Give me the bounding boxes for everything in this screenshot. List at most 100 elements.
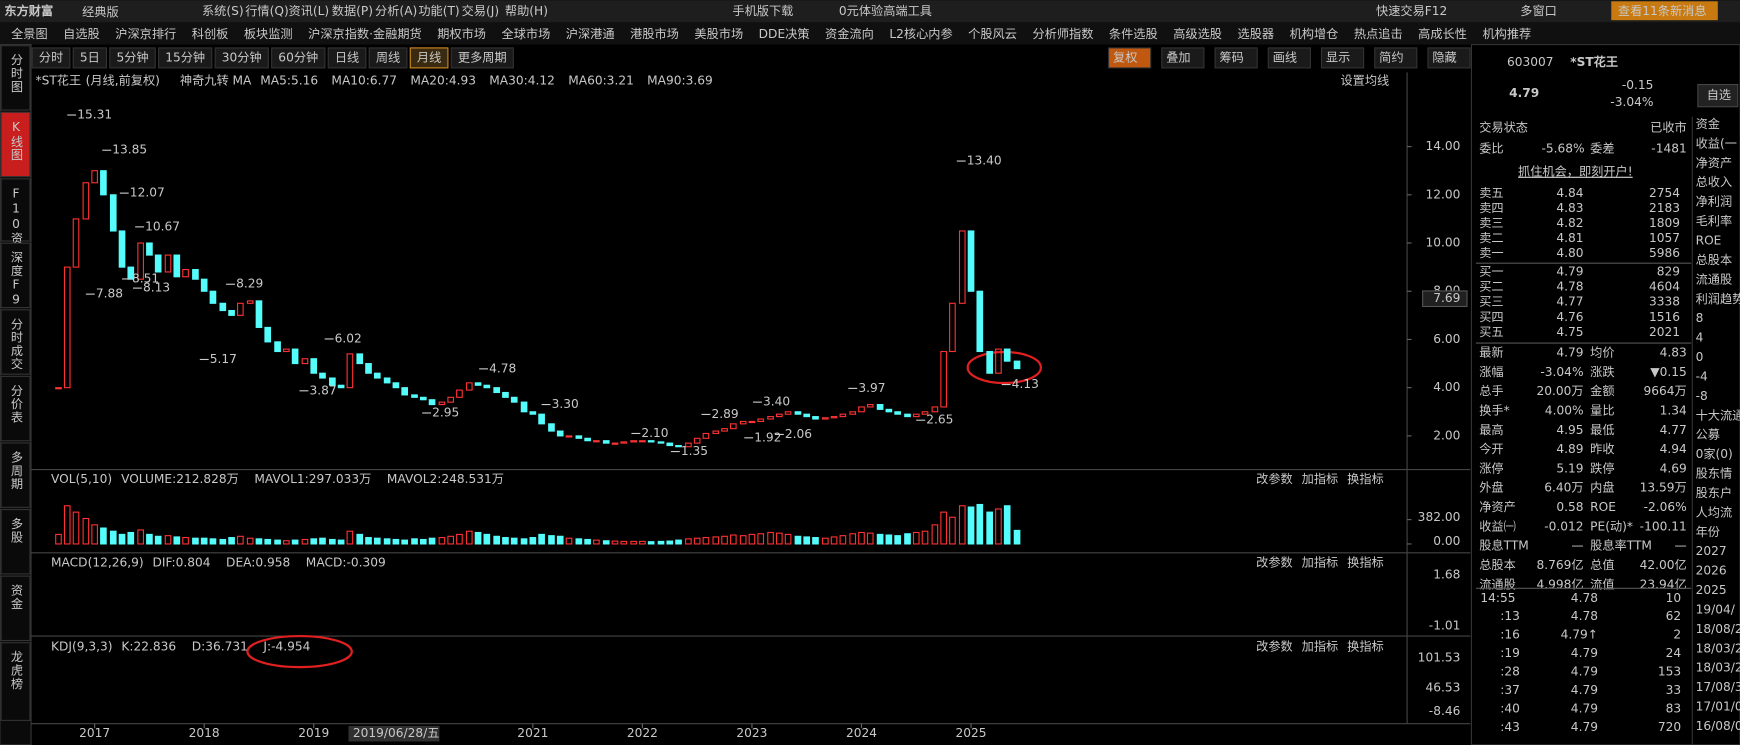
- side-tab[interactable]: [0, 242, 31, 309]
- tool-button[interactable]: [1427, 47, 1471, 69]
- period-button[interactable]: [158, 47, 213, 69]
- nav-item[interactable]: 沪深京排行: [115, 27, 176, 41]
- tool-button[interactable]: [1161, 47, 1205, 69]
- nav-item[interactable]: 自选股: [63, 27, 100, 41]
- nav-item[interactable]: 热点追击: [1354, 26, 1403, 41]
- mobile-download[interactable]: 手机版下载: [732, 4, 793, 18]
- period-button[interactable]: [368, 47, 408, 69]
- period-label[interactable]: 60分钟: [278, 49, 318, 64]
- tool-label[interactable]: 叠加: [1166, 50, 1190, 64]
- tool-label[interactable]: 筹码: [1219, 50, 1243, 64]
- nav-item[interactable]: L2核心内参: [889, 26, 952, 41]
- tool-button[interactable]: [1214, 47, 1258, 69]
- pane-button[interactable]: 加指标: [1302, 639, 1339, 654]
- nav-item[interactable]: 个股风云: [968, 27, 1017, 41]
- add-fav[interactable]: 自选: [1707, 88, 1731, 102]
- menu-item[interactable]: 功能(T): [418, 4, 459, 18]
- side-tab-label[interactable]: K线图: [9, 120, 23, 162]
- menu-item[interactable]: 帮助(H): [505, 4, 548, 18]
- tool-button[interactable]: [1108, 47, 1152, 69]
- news-button[interactable]: [1611, 1, 1718, 21]
- menu-item[interactable]: 交易(J): [462, 3, 499, 18]
- nav-item[interactable]: 分析师指数: [1032, 26, 1093, 41]
- menu-item[interactable]: 行情(Q): [245, 4, 288, 18]
- period-label[interactable]: 周线: [376, 50, 400, 64]
- side-tab-label[interactable]: 多股: [9, 517, 23, 544]
- side-tab[interactable]: [0, 111, 31, 178]
- menu-item[interactable]: 分析(A): [375, 4, 417, 18]
- side-tab[interactable]: [0, 575, 31, 642]
- nav-item[interactable]: 沪深港通: [566, 27, 615, 41]
- side-tab[interactable]: [0, 642, 31, 721]
- nav-item[interactable]: 板块监测: [244, 27, 293, 41]
- nav-item[interactable]: 机构推荐: [1482, 26, 1531, 41]
- period-button[interactable]: [109, 47, 156, 69]
- period-label[interactable]: 更多周期: [458, 50, 507, 64]
- news[interactable]: 查看11条新消息: [1618, 3, 1707, 18]
- side-tab[interactable]: [0, 178, 31, 242]
- tool-button[interactable]: [1374, 47, 1418, 69]
- nav-item[interactable]: DDE决策: [759, 26, 810, 41]
- period-label[interactable]: 日线: [335, 50, 359, 64]
- period-label[interactable]: 5日: [80, 50, 100, 64]
- side-tab-label[interactable]: 龙虎榜: [9, 650, 23, 690]
- period-label[interactable]: 月线: [417, 50, 441, 64]
- nav-item[interactable]: 全景图: [11, 26, 48, 41]
- pane-button[interactable]: 改参数: [1256, 471, 1293, 486]
- tool-button[interactable]: [1267, 47, 1311, 69]
- pane-button[interactable]: 改参数: [1256, 639, 1293, 654]
- promo-link[interactable]: 0元体验高端工具: [839, 3, 932, 18]
- nav-item[interactable]: 条件选股: [1109, 27, 1158, 41]
- nav-item[interactable]: 全球市场: [502, 26, 551, 41]
- pane-button[interactable]: 换指标: [1347, 471, 1384, 486]
- nav-item[interactable]: 机构增仓: [1290, 26, 1339, 41]
- tool-label[interactable]: 简约: [1379, 49, 1403, 64]
- side-tab-label[interactable]: 深度F9: [9, 251, 23, 308]
- side-tab-label[interactable]: 分时成交: [9, 317, 23, 371]
- period-label[interactable]: 5分钟: [116, 49, 148, 64]
- menu-item[interactable]: 资讯(L): [289, 4, 330, 18]
- nav-item[interactable]: 期权市场: [437, 26, 486, 41]
- side-tab[interactable]: [0, 375, 31, 442]
- menu-item[interactable]: 系统(S): [202, 4, 244, 18]
- side-tab[interactable]: [0, 45, 31, 111]
- period-button[interactable]: [271, 47, 326, 69]
- period-label[interactable]: 30分钟: [222, 49, 262, 64]
- pane-button[interactable]: 加指标: [1302, 471, 1339, 486]
- side-tab-label[interactable]: F10资料: [9, 187, 23, 259]
- nav-item[interactable]: 科创板: [192, 27, 229, 41]
- pane-button[interactable]: 加指标: [1302, 554, 1339, 569]
- period-label[interactable]: 15分钟: [165, 49, 205, 64]
- nav-item[interactable]: 美股市场: [694, 26, 743, 41]
- tool-button[interactable]: [1320, 47, 1365, 69]
- nav-item[interactable]: 选股器: [1238, 27, 1275, 41]
- period-label[interactable]: 分时: [39, 50, 63, 64]
- pane-button[interactable]: 换指标: [1347, 639, 1384, 654]
- period-button[interactable]: [327, 47, 367, 69]
- menu-item[interactable]: 数据(P): [332, 3, 373, 18]
- pane-button[interactable]: 改参数: [1256, 554, 1293, 569]
- period-button[interactable]: [72, 47, 108, 69]
- open-account[interactable]: 抓住机会，即刻开户!: [1518, 164, 1633, 179]
- settings-link[interactable]: 设置均线: [1341, 74, 1390, 88]
- side-tab-label[interactable]: 资金: [9, 584, 23, 611]
- nav-item[interactable]: 港股市场: [630, 26, 679, 41]
- period-button[interactable]: [214, 47, 269, 69]
- fast-trade[interactable]: 快速交易F12: [1376, 3, 1447, 18]
- add-fav-button[interactable]: [1697, 83, 1739, 108]
- side-tab[interactable]: [0, 442, 31, 508]
- tool-label[interactable]: 显示: [1326, 50, 1350, 64]
- tool-label[interactable]: 隐藏: [1432, 50, 1456, 64]
- nav-item[interactable]: 高成长性: [1418, 26, 1467, 41]
- side-tab[interactable]: [0, 508, 31, 575]
- side-tab[interactable]: [0, 309, 31, 375]
- pane-button[interactable]: 换指标: [1347, 554, 1384, 569]
- period-button[interactable]: [409, 47, 449, 69]
- tool-label[interactable]: 复权: [1113, 50, 1137, 64]
- multi-window[interactable]: 多窗口: [1520, 4, 1557, 18]
- side-tab-label[interactable]: 分价表: [9, 384, 23, 424]
- nav-item[interactable]: 沪深京指数·金融期货: [308, 26, 422, 41]
- nav-item[interactable]: 资金流向: [825, 26, 874, 41]
- period-button[interactable]: [31, 47, 71, 69]
- side-tab-label[interactable]: 分时图: [9, 53, 23, 93]
